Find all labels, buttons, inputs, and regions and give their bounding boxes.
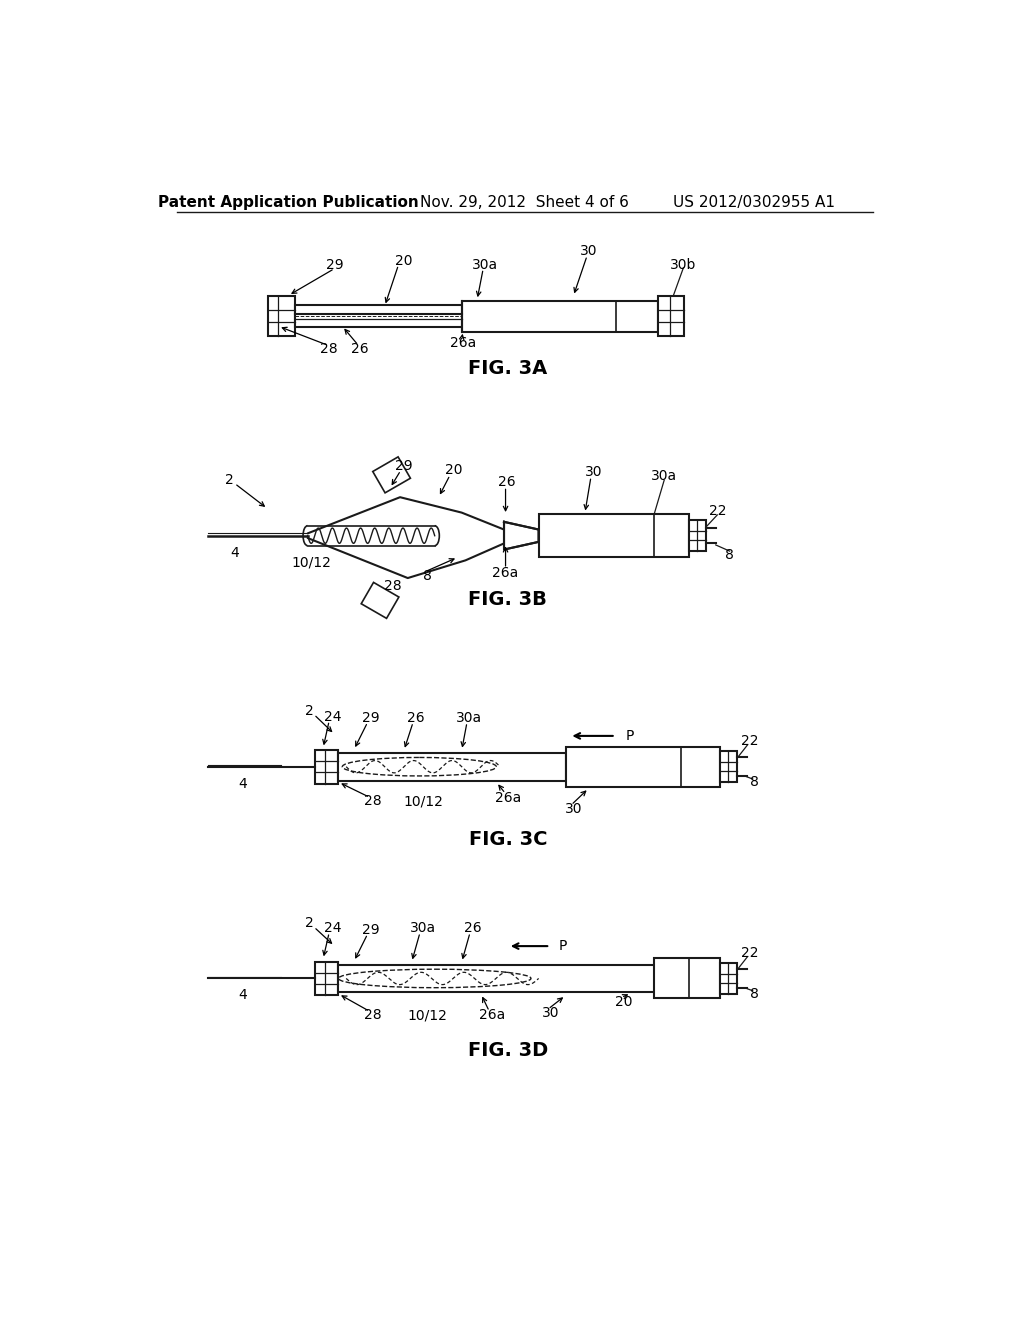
- Text: 8: 8: [423, 569, 431, 582]
- Bar: [315, 750, 339, 784]
- Text: 30: 30: [564, 803, 582, 816]
- Bar: [565, 747, 720, 787]
- Bar: [339, 752, 565, 780]
- Text: P: P: [626, 729, 634, 743]
- Bar: [689, 520, 706, 552]
- Text: FIG. 3C: FIG. 3C: [469, 830, 547, 849]
- Text: 29: 29: [395, 459, 413, 474]
- Text: 10/12: 10/12: [408, 1008, 446, 1023]
- Bar: [373, 457, 411, 492]
- Bar: [267, 296, 295, 337]
- Text: 22: 22: [709, 504, 726, 517]
- Text: 24: 24: [324, 710, 341, 723]
- Text: 26: 26: [407, 711, 424, 725]
- Text: 29: 29: [362, 711, 380, 725]
- Text: 30a: 30a: [651, 469, 677, 483]
- Text: 26a: 26a: [495, 791, 521, 804]
- Text: 10/12: 10/12: [292, 556, 332, 570]
- Text: 26a: 26a: [493, 566, 519, 579]
- Text: P: P: [559, 939, 567, 953]
- Text: 29: 29: [362, 923, 380, 937]
- Text: 30b: 30b: [671, 257, 696, 272]
- Bar: [361, 582, 399, 618]
- Text: FIG. 3B: FIG. 3B: [468, 590, 547, 609]
- Text: 26a: 26a: [479, 1008, 506, 1023]
- Bar: [462, 301, 658, 331]
- Text: FIG. 3D: FIG. 3D: [468, 1040, 548, 1060]
- Text: 20: 20: [614, 994, 632, 1008]
- Text: 10/12: 10/12: [403, 795, 443, 808]
- Text: 8: 8: [750, 987, 759, 1001]
- Text: 2: 2: [305, 705, 313, 718]
- Text: 4: 4: [238, 776, 247, 791]
- Text: 8: 8: [750, 775, 759, 789]
- Text: Patent Application Publication: Patent Application Publication: [158, 195, 419, 210]
- Bar: [539, 515, 689, 557]
- Text: 22: 22: [741, 734, 759, 748]
- Text: 30: 30: [580, 244, 597, 257]
- Text: FIG. 3A: FIG. 3A: [468, 359, 548, 378]
- Text: 4: 4: [230, 545, 239, 560]
- Text: 26: 26: [498, 475, 515, 488]
- Text: 8: 8: [725, 548, 734, 562]
- Text: 20: 20: [395, 253, 413, 268]
- Bar: [720, 964, 736, 994]
- Text: 28: 28: [365, 795, 382, 808]
- Text: 26: 26: [351, 342, 369, 356]
- Text: 20: 20: [445, 463, 463, 478]
- Text: 30a: 30a: [472, 257, 498, 272]
- Text: 30: 30: [586, 465, 603, 479]
- Text: 30a: 30a: [457, 711, 482, 725]
- Text: 26a: 26a: [451, 337, 476, 350]
- Text: 29: 29: [326, 257, 343, 272]
- Text: 26: 26: [465, 921, 482, 936]
- Bar: [654, 958, 720, 998]
- Text: 2: 2: [305, 916, 313, 931]
- Text: 30a: 30a: [410, 921, 436, 936]
- Text: US 2012/0302955 A1: US 2012/0302955 A1: [673, 195, 836, 210]
- Bar: [720, 751, 736, 781]
- Text: 2: 2: [224, 474, 233, 487]
- Text: 22: 22: [741, 946, 759, 960]
- Bar: [315, 961, 339, 995]
- Text: 28: 28: [384, 578, 401, 593]
- Text: 28: 28: [365, 1008, 382, 1023]
- Polygon shape: [504, 521, 539, 549]
- Text: 24: 24: [324, 921, 341, 936]
- Text: 30: 30: [542, 1006, 559, 1020]
- Bar: [658, 296, 684, 337]
- Text: 28: 28: [319, 342, 337, 356]
- Text: Nov. 29, 2012  Sheet 4 of 6: Nov. 29, 2012 Sheet 4 of 6: [421, 195, 629, 210]
- Text: 4: 4: [238, 989, 247, 1002]
- Bar: [295, 305, 465, 327]
- Bar: [339, 965, 705, 993]
